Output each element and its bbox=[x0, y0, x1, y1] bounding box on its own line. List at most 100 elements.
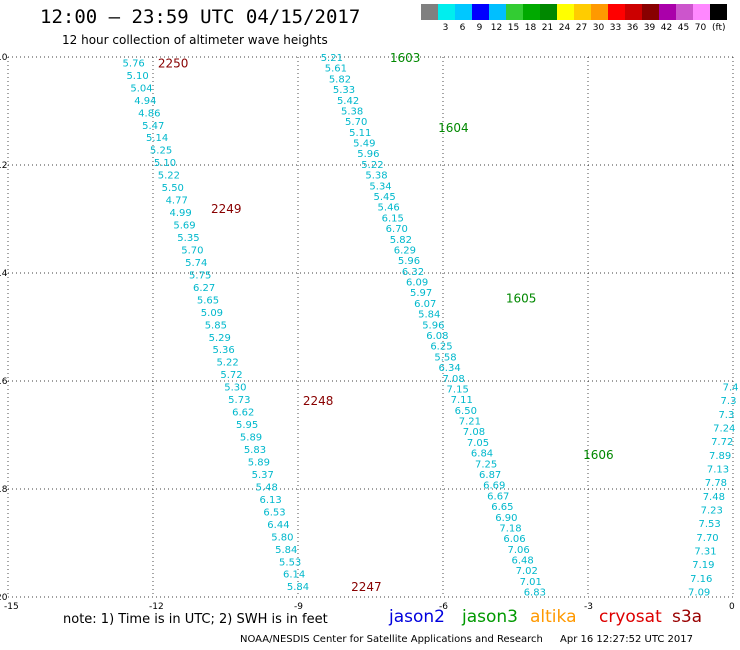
color-scale-label: 6 bbox=[459, 23, 466, 33]
legend-s3a: s3a bbox=[672, 607, 703, 627]
color-swatch bbox=[676, 4, 693, 20]
wave-height-value: 5.76 bbox=[123, 58, 145, 69]
wave-height-value: 7.21 bbox=[459, 417, 481, 428]
pass-number-label: 2248 bbox=[303, 394, 334, 408]
color-swatch bbox=[523, 4, 540, 20]
wave-height-value: 5.10 bbox=[126, 71, 148, 82]
wave-height-value: 6.08 bbox=[426, 331, 448, 342]
wave-height-value: 6.29 bbox=[394, 245, 416, 256]
color-swatch bbox=[574, 4, 591, 20]
wave-height-value: 7.48 bbox=[703, 492, 725, 503]
wave-height-value: 6.62 bbox=[232, 408, 254, 419]
x-tick-label: -9 bbox=[294, 602, 303, 612]
wave-height-value: 5.33 bbox=[333, 85, 355, 96]
x-tick-label: 0 bbox=[729, 602, 735, 612]
wave-height-value: 7.08 bbox=[443, 374, 465, 385]
color-swatch bbox=[608, 4, 625, 20]
wave-height-value: 5.09 bbox=[201, 308, 223, 319]
wave-height-value: 7.16 bbox=[690, 574, 712, 585]
color-swatch bbox=[421, 4, 438, 20]
timestamp: Apr 16 12:27:52 UTC 2017 bbox=[560, 634, 693, 645]
pass-number-label: 1605 bbox=[506, 291, 537, 305]
wave-height-value: 5.72 bbox=[220, 370, 242, 381]
wave-height-value: 5.97 bbox=[410, 288, 432, 299]
legend-jason3: jason3 bbox=[462, 607, 518, 627]
wave-height-value: 5.25 bbox=[150, 146, 172, 157]
wave-height-value: 6.87 bbox=[479, 470, 501, 481]
wave-height-value: 5.75 bbox=[189, 270, 211, 281]
wave-height-value: 5.30 bbox=[224, 383, 246, 394]
wave-height-value: 5.04 bbox=[130, 83, 152, 94]
pass-number-label: 1603 bbox=[390, 51, 421, 65]
credit-text: NOAA/NESDIS Center for Satellite Applica… bbox=[240, 634, 543, 645]
color-scale-label: 21 bbox=[541, 23, 554, 33]
color-scale-label: 70 bbox=[694, 23, 707, 33]
wave-height-value: 5.82 bbox=[329, 74, 351, 85]
wave-height-value: 4.99 bbox=[169, 208, 191, 219]
wave-height-value: 5.69 bbox=[173, 221, 195, 232]
wave-height-value: 6.27 bbox=[193, 283, 215, 294]
wave-height-value: 5.70 bbox=[345, 117, 367, 128]
wave-height-value: 5.47 bbox=[142, 121, 164, 132]
wave-height-value: 5.89 bbox=[240, 433, 262, 444]
color-scale-label: 27 bbox=[575, 23, 588, 33]
y-tick-label: 14 bbox=[0, 269, 8, 279]
legend-cryosat: cryosat bbox=[599, 607, 662, 627]
wave-height-value: 5.42 bbox=[337, 96, 359, 107]
wave-height-value: 5.45 bbox=[373, 192, 395, 203]
wave-height-value: 7.01 bbox=[520, 577, 542, 588]
color-swatch bbox=[642, 4, 659, 20]
wave-height-value: 6.09 bbox=[406, 278, 428, 289]
wave-height-value: 7.06 bbox=[507, 545, 529, 556]
color-swatch bbox=[710, 4, 727, 20]
wave-height-value: 5.84 bbox=[275, 545, 297, 556]
wave-height-value: 5.84 bbox=[418, 310, 440, 321]
page-title: 12:00 — 23:59 UTC 04/15/2017 bbox=[40, 6, 361, 28]
wave-height-value: 6.06 bbox=[503, 534, 525, 545]
wave-height-value: 6.44 bbox=[267, 520, 289, 531]
wave-height-value: 7.11 bbox=[451, 395, 473, 406]
wave-height-value: 5.22 bbox=[216, 358, 238, 369]
wave-height-value: 6.07 bbox=[414, 299, 436, 310]
wave-height-value: 6.69 bbox=[483, 481, 505, 492]
wave-height-value: 5.96 bbox=[422, 320, 444, 331]
color-scale-label: 33 bbox=[609, 23, 622, 33]
wave-height-value: 5.84 bbox=[287, 582, 309, 593]
wave-height-value: 7.05 bbox=[467, 438, 489, 449]
color-scale-label: 36 bbox=[626, 23, 639, 33]
wave-height-value: 7.18 bbox=[499, 523, 521, 534]
x-tick-label: -6 bbox=[439, 602, 448, 612]
pass-number-label: 2249 bbox=[211, 202, 242, 216]
wave-height-value: 5.38 bbox=[341, 106, 363, 117]
color-swatch bbox=[591, 4, 608, 20]
color-swatch bbox=[625, 4, 642, 20]
wave-height-value: 4.77 bbox=[166, 196, 188, 207]
wave-height-value: 6.90 bbox=[495, 513, 517, 524]
wave-height-value: 5.34 bbox=[369, 181, 391, 192]
color-swatch bbox=[506, 4, 523, 20]
x-tick-label: -3 bbox=[584, 602, 593, 612]
wave-height-value: 7.70 bbox=[696, 533, 718, 544]
x-tick-label: -15 bbox=[4, 602, 19, 612]
wave-height-value: 4.94 bbox=[134, 96, 156, 107]
wave-height-value: 7.24 bbox=[713, 423, 735, 434]
wave-height-value: 6.84 bbox=[471, 449, 493, 460]
y-tick-label: 12 bbox=[0, 161, 7, 171]
wave-height-value: 5.49 bbox=[353, 139, 375, 150]
wave-height-value: 6.67 bbox=[487, 491, 509, 502]
y-tick-label: 10 bbox=[0, 53, 8, 63]
color-scale-label: 15 bbox=[507, 23, 520, 33]
wave-height-value: 5.53 bbox=[279, 557, 301, 568]
wave-height-value: 4.86 bbox=[138, 108, 160, 119]
wave-height-value: 5.37 bbox=[252, 470, 274, 481]
color-swatch bbox=[489, 4, 506, 20]
color-scale-label: 3 bbox=[442, 23, 449, 33]
pass-number-label: 2247 bbox=[351, 580, 382, 594]
color-swatch bbox=[659, 4, 676, 20]
wave-height-value: 5.35 bbox=[177, 233, 199, 244]
wave-height-value: 5.14 bbox=[146, 133, 168, 144]
color-scale-label: 30 bbox=[592, 23, 605, 33]
y-tick-label: 18 bbox=[0, 485, 8, 495]
color-swatch bbox=[557, 4, 574, 20]
